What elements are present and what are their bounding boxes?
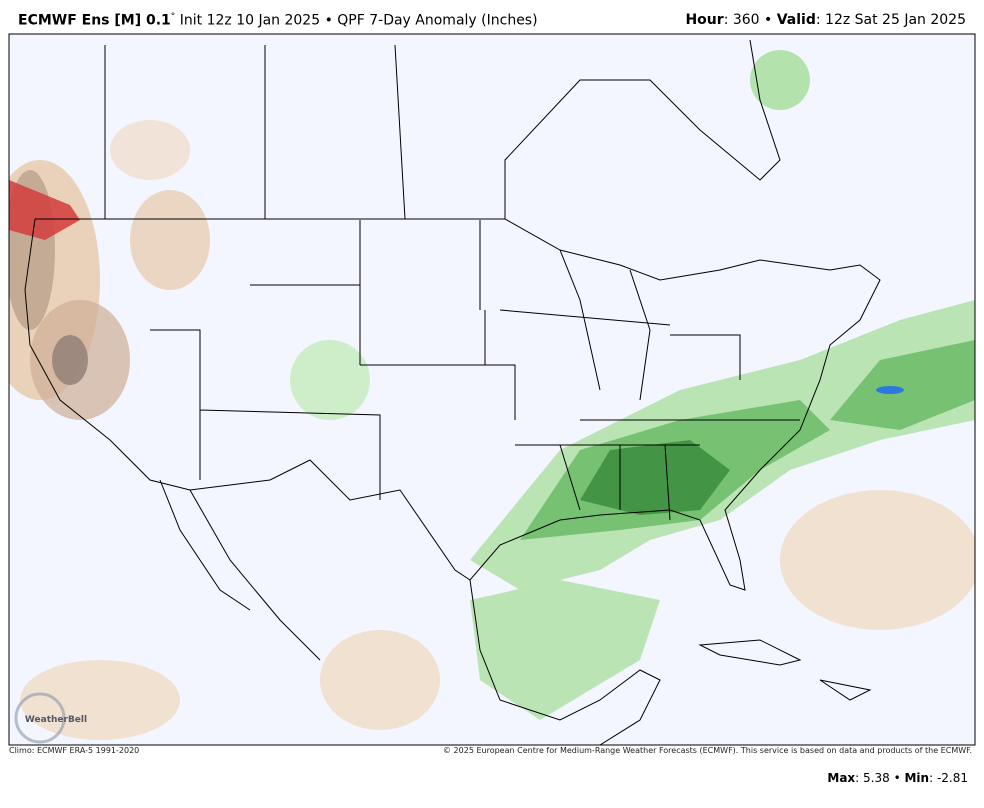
- hour-value: : 360 •: [723, 12, 777, 28]
- min-value: -2.81: [936, 771, 968, 785]
- logo: WeatherBell: [14, 692, 87, 744]
- climo: Climo: ECMWF ERA-5 1991-2020: [9, 746, 140, 755]
- model: ECMWF Ens [M] 0.1: [18, 12, 171, 29]
- shading: [9, 50, 975, 740]
- map-frame: [8, 33, 976, 746]
- logo-text: WeatherBell: [25, 715, 87, 725]
- info: Init 12z 10 Jan 2025 • QPF 7-Day Anomaly…: [179, 12, 538, 29]
- header: ECMWF Ens [M] 0.1° Init 12z 10 Jan 2025 …: [0, 0, 984, 34]
- copyright: © 2025 European Centre for Medium-Range …: [443, 746, 972, 755]
- sep: •: [889, 771, 905, 785]
- degree: °: [170, 12, 176, 22]
- valid-value: : 12z Sat 25 Jan 2025: [815, 12, 966, 28]
- stats: Max: 5.38 • Min: -2.81: [827, 771, 968, 785]
- max-label: Max: [827, 771, 856, 785]
- borders: [24, 39, 881, 745]
- valid-label: Valid: [776, 12, 816, 28]
- hour-label: Hour: [685, 12, 724, 28]
- header-left: ECMWF Ens [M] 0.1° Init 12z 10 Jan 2025 …: [18, 12, 538, 29]
- min-label: Min: [904, 771, 930, 785]
- header-right: Hour: 360 • Valid: 12z Sat 25 Jan 2025: [685, 12, 966, 28]
- max-value: 5.38: [863, 771, 890, 785]
